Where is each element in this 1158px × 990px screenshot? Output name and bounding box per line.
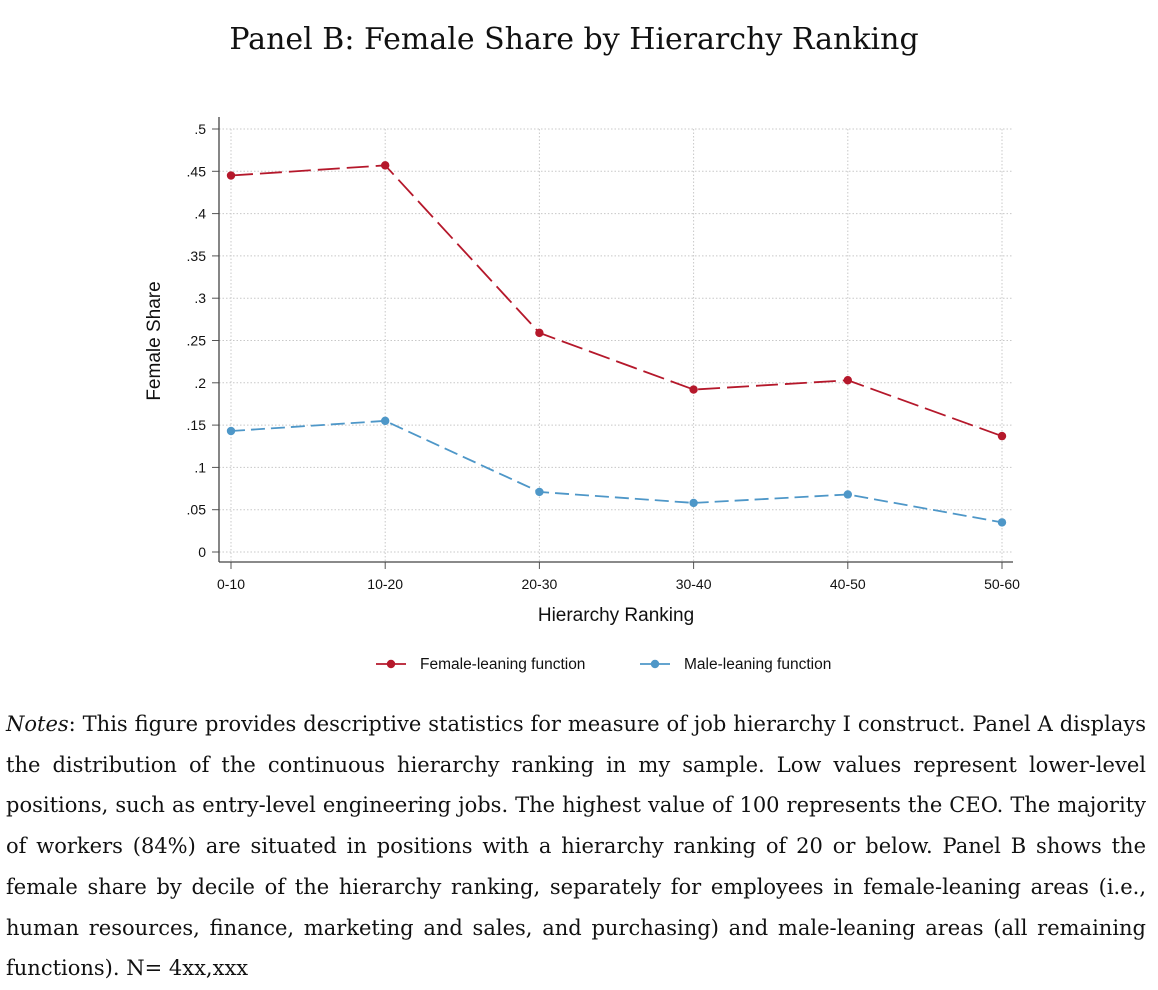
x-tick-label: 0-10 [217, 576, 245, 592]
data-point-1 [226, 171, 236, 180]
data-point-1 [843, 376, 852, 385]
y-tick-label: .35 [187, 248, 207, 264]
notes-label: Notes [6, 712, 69, 736]
line-chart: 0 .05 .1 .15 .2 .25 .3 .35 .4 .45 .5 0-10 10-20 20-30… [144, 117, 1020, 673]
legend-marker-1 [386, 659, 396, 669]
data-point-2 [689, 498, 698, 508]
y-axis-title: Female Share [144, 281, 165, 400]
y-tick-label: .25 [187, 333, 207, 349]
legend-label-2: Male-leaning function [684, 656, 831, 673]
data-point-1 [997, 431, 1007, 441]
y-tick-label: 0 [198, 544, 206, 560]
y-tick-label: .4 [194, 206, 206, 222]
x-tick-label: 10-20 [367, 576, 403, 592]
series-line-1 [230, 164, 1003, 437]
legend-marker-2 [650, 659, 660, 669]
y-tick-label: .1 [194, 459, 206, 475]
y-tick-label: .15 [187, 417, 207, 433]
x-tick-label: 50-60 [984, 576, 1020, 592]
data-point-2 [997, 518, 1007, 527]
x-tick-label: 30-40 [676, 576, 712, 592]
data-point-2 [381, 416, 390, 426]
data-point-2 [226, 426, 236, 436]
y-tick-label: .45 [187, 163, 207, 179]
figure-title: Panel B: Female Share by Hierarchy Ranki… [229, 22, 919, 57]
y-tick-label: .3 [194, 290, 206, 306]
data-point-2 [843, 490, 852, 499]
data-point-1 [689, 385, 698, 394]
y-tick-label: .05 [187, 502, 207, 518]
series-line-2 [230, 419, 1003, 524]
data-point-2 [535, 487, 544, 497]
legend-label-1: Female-leaning function [420, 656, 585, 673]
figure-notes: Notes: This figure provides descriptive … [6, 704, 1146, 989]
x-axis-title: Hierarchy Ranking [538, 605, 694, 626]
notes-text: : This figure provides descriptive stati… [6, 712, 1146, 981]
x-tick-label: 20-30 [521, 576, 557, 592]
x-tick-label: 40-50 [830, 576, 866, 592]
data-point-1 [381, 161, 390, 170]
y-tick-label: .5 [194, 121, 206, 137]
y-tick-label: .2 [194, 375, 206, 391]
data-point-1 [535, 328, 544, 338]
